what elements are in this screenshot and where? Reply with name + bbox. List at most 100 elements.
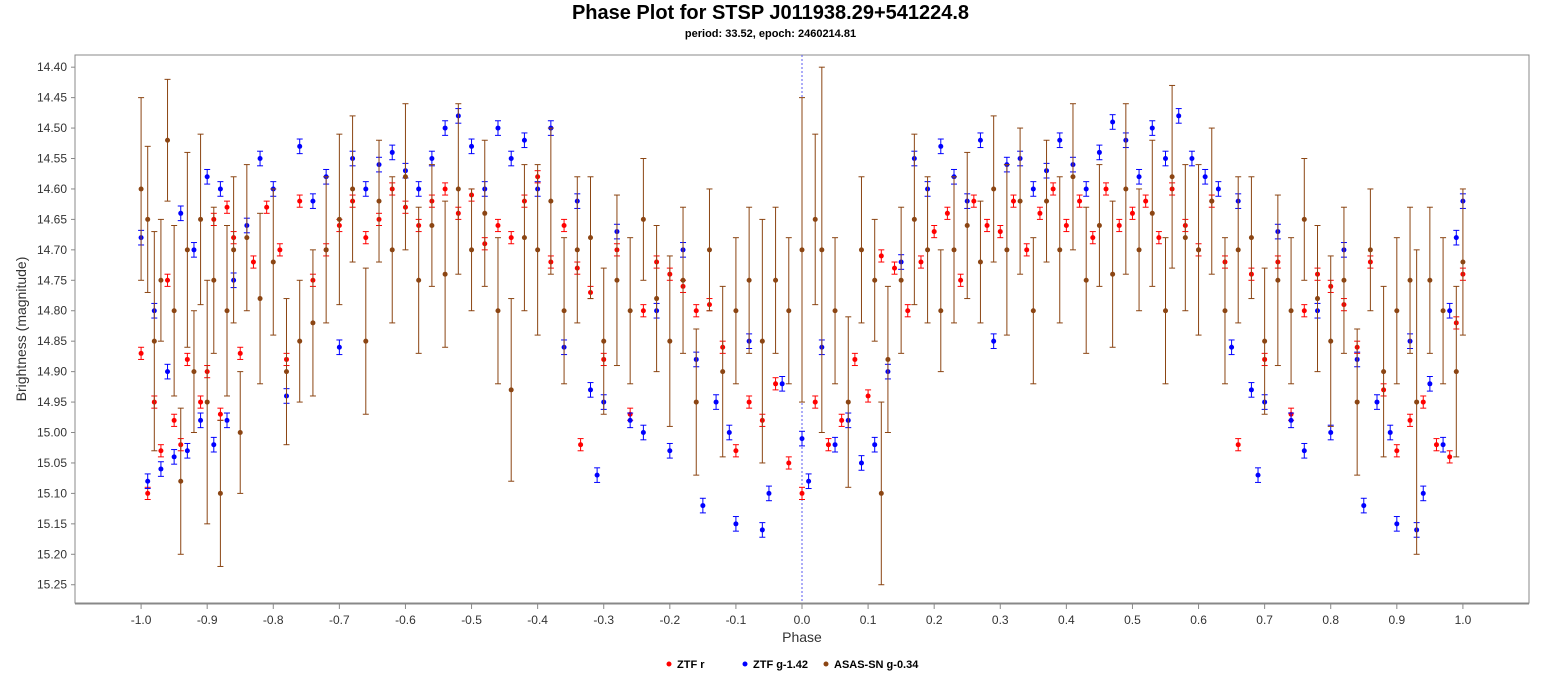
data-point: [158, 466, 164, 472]
data-point: [1017, 198, 1023, 204]
data-point: [786, 460, 792, 466]
x-tick-label: 0.3: [992, 613, 1009, 627]
data-point: [1315, 296, 1321, 302]
data-point: [1070, 174, 1076, 180]
data-point: [601, 338, 607, 344]
data-point: [640, 430, 646, 436]
data-point: [277, 247, 283, 253]
data-point: [198, 417, 204, 423]
data-point: [892, 265, 898, 271]
data-point: [389, 149, 395, 155]
data-point: [217, 490, 223, 496]
data-point: [1367, 247, 1373, 253]
data-point: [521, 235, 527, 241]
data-point: [1460, 259, 1466, 265]
x-tick-label: 0.9: [1388, 613, 1405, 627]
axis-layer: 14.40 14.45 14.50 14.55 14.60 14.65 14.70 14.75…: [37, 60, 1529, 627]
data-point: [931, 229, 937, 235]
y-tick-label: 14.40: [37, 60, 67, 74]
data-point: [773, 381, 779, 387]
data-point: [1414, 399, 1420, 405]
data-point: [971, 198, 977, 204]
data-point: [905, 308, 911, 314]
data-point: [138, 186, 144, 192]
data-point: [1209, 198, 1215, 204]
data-point: [852, 356, 858, 362]
data-point: [1057, 247, 1063, 253]
data-point: [1407, 417, 1413, 423]
data-point: [211, 442, 217, 448]
data-point: [264, 204, 270, 210]
data-point: [588, 387, 594, 393]
data-point: [759, 527, 765, 533]
data-point: [1328, 338, 1334, 344]
data-point: [336, 216, 342, 222]
data-point: [363, 338, 369, 344]
data-point: [819, 247, 825, 253]
data-point: [977, 259, 983, 265]
data-point: [733, 448, 739, 454]
data-point: [363, 235, 369, 241]
data-point: [184, 448, 190, 454]
data-point: [469, 247, 475, 253]
x-tick-label: 1.0: [1455, 613, 1472, 627]
data-point: [1394, 448, 1400, 454]
data-point: [839, 417, 845, 423]
data-point: [217, 186, 223, 192]
data-point: [1215, 186, 1221, 192]
data-point: [759, 338, 765, 344]
data-point: [482, 210, 488, 216]
data-point: [578, 442, 584, 448]
data-point: [713, 399, 719, 405]
x-tick-label: 0.7: [1256, 613, 1273, 627]
data-point: [865, 393, 871, 399]
y-axis-label: Brightness (magnitude): [13, 257, 29, 402]
data-point: [1044, 198, 1050, 204]
data-point: [1453, 369, 1459, 375]
data-point: [845, 399, 851, 405]
data-point: [700, 503, 706, 509]
data-point: [442, 271, 448, 277]
data-point: [1387, 430, 1393, 436]
data-point: [297, 338, 303, 344]
data-point: [171, 417, 177, 423]
data-point: [178, 210, 184, 216]
data-point: [1328, 430, 1334, 436]
data-point: [521, 137, 527, 143]
data-point: [1004, 247, 1010, 253]
data-point: [799, 436, 805, 442]
x-tick-label: -0.4: [527, 613, 548, 627]
data-point: [706, 247, 712, 253]
data-point: [614, 277, 620, 283]
data-point: [310, 320, 316, 326]
data-point: [442, 125, 448, 131]
data-point: [1288, 417, 1294, 423]
x-tick-label: 0.2: [926, 613, 943, 627]
data-point: [693, 308, 699, 314]
data-point: [257, 296, 263, 302]
data-point: [1103, 186, 1109, 192]
data-point: [1090, 235, 1096, 241]
y-tick-label: 14.55: [37, 152, 67, 166]
data-point: [250, 259, 256, 265]
data-point: [1149, 210, 1155, 216]
data-point: [680, 277, 686, 283]
data-point: [786, 308, 792, 314]
x-tick-label: -0.7: [329, 613, 350, 627]
data-point: [1354, 399, 1360, 405]
data-point: [1235, 442, 1241, 448]
data-point: [1024, 247, 1030, 253]
data-point: [858, 460, 864, 466]
y-tick-label: 14.60: [37, 182, 67, 196]
data-point: [720, 369, 726, 375]
data-point: [191, 247, 197, 253]
data-point: [872, 277, 878, 283]
data-point: [958, 277, 964, 283]
data-point: [1255, 472, 1261, 478]
data-point: [297, 198, 303, 204]
data-point: [812, 216, 818, 222]
data-point: [693, 399, 699, 405]
data-point: [145, 478, 151, 484]
data-point: [217, 411, 223, 417]
chart-title: Phase Plot for STSP J011938.29+541224.8: [571, 2, 970, 24]
